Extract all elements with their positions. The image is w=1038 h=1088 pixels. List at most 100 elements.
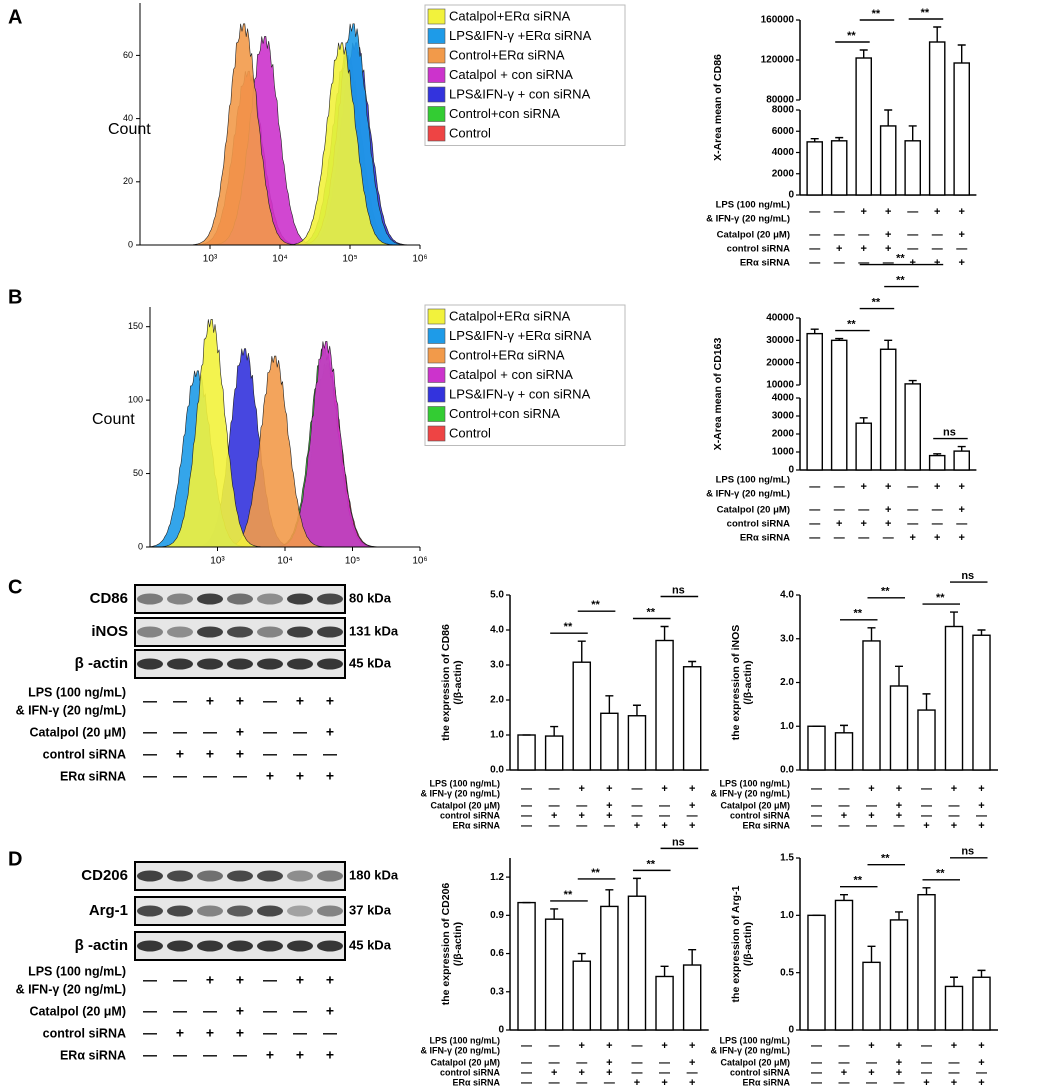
treatment-sign: — [811, 800, 822, 812]
treatment-label: LPS (100 ng/mL) [719, 778, 790, 788]
error-bar [895, 665, 903, 686]
treatment-sign: + [634, 820, 640, 832]
treatment-label: control siRNA [727, 244, 790, 255]
treatment-sign: + [326, 724, 334, 740]
treatment-sign: — [858, 229, 869, 241]
significance-label: ** [921, 7, 930, 19]
treatment-sign: — [143, 746, 157, 762]
treatment-sign: + [934, 481, 940, 493]
significance-label: ns [672, 836, 685, 848]
treatment-sign: — [173, 1047, 187, 1063]
blot-band [227, 626, 253, 638]
treatment-sign: + [661, 1040, 667, 1052]
error-bar [859, 417, 868, 424]
treatment-sign: — [521, 820, 532, 832]
treatment-sign: + [896, 783, 902, 795]
treatment-label: control siRNA [730, 1067, 791, 1077]
treatment-sign: + [266, 1047, 274, 1063]
treatment-sign: — [811, 1077, 822, 1088]
y-axis-label: X-Area mean of CD86 [712, 54, 724, 161]
blot-band [167, 870, 193, 882]
bar [806, 332, 823, 471]
treatment-sign: — [921, 783, 932, 795]
treatment-sign: + [923, 820, 929, 832]
treatment-sign: + [206, 972, 214, 988]
treatment-label: ERα siRNA [740, 533, 790, 544]
treatment-sign: — [203, 1003, 217, 1019]
error-bar [810, 137, 819, 142]
legend-label: LPS&IFN-γ +ERα siRNA [449, 28, 592, 43]
treatment-sign: — [293, 1003, 307, 1019]
treatment-sign: + [868, 810, 874, 822]
error-bar [688, 660, 697, 667]
treatment-sign: — [631, 810, 642, 822]
treatment-sign: — [143, 724, 157, 740]
significance-label: ns [961, 570, 974, 582]
treatment-sign: — [809, 243, 820, 255]
treatment-sign: — [839, 1057, 850, 1069]
panel-label: B [8, 286, 22, 308]
treatment-sign: — [866, 1057, 877, 1069]
treatment-sign: + [606, 783, 612, 795]
treatment-sign: — [576, 1077, 587, 1088]
bar [862, 961, 881, 1031]
y-tick-label: 0.9 [490, 910, 504, 921]
blot-size: 45 kDa [349, 937, 392, 952]
bar [917, 709, 936, 771]
y-tick-label: 4000 [772, 147, 795, 158]
blot-band [287, 626, 313, 638]
treatment-sign: — [659, 810, 670, 822]
error-bar [835, 337, 844, 341]
bar [953, 62, 970, 196]
error-bar [977, 969, 986, 978]
bar [682, 666, 702, 771]
error-bar [632, 704, 641, 716]
y-tick-label: 4.0 [780, 590, 794, 601]
treatment-sign: — [293, 724, 307, 740]
bar [928, 41, 946, 196]
treatment-sign: + [951, 783, 957, 795]
treatment-sign: — [932, 243, 943, 255]
treatment-sign: — [809, 257, 820, 269]
treatment-sign: + [978, 1057, 984, 1069]
treatment-sign: + [236, 693, 244, 709]
treatment-sign: — [949, 800, 960, 812]
treatment-sign: — [203, 768, 217, 784]
treatment-sign: + [689, 1040, 695, 1052]
treatment-sign: — [521, 800, 532, 812]
treatment-sign: — [858, 532, 869, 544]
treatment-sign: + [236, 972, 244, 988]
treatment-sign: + [836, 518, 842, 530]
error-bar [908, 379, 917, 384]
treatment-sign: + [326, 1047, 334, 1063]
blot-band [257, 870, 283, 882]
treatment-label: ERα siRNA [740, 258, 790, 269]
significance-label: ** [847, 30, 856, 42]
error-bar [867, 627, 876, 641]
treatment-sign: + [236, 746, 244, 762]
legend-box [424, 304, 626, 446]
y-tick-label: 8000 [772, 105, 795, 116]
significance-label: ** [853, 875, 862, 887]
blot-band [197, 658, 223, 670]
error-bar [835, 136, 844, 141]
significance-label: ** [881, 853, 890, 865]
blot-band [227, 870, 253, 882]
blot-band [197, 940, 223, 952]
treatment-sign: + [951, 820, 957, 832]
treatment-sign: + [868, 783, 874, 795]
blot-band [197, 905, 223, 917]
treatment-sign: — [858, 504, 869, 516]
treatment-sign: — [687, 1067, 698, 1079]
treatment-sign: — [263, 1003, 277, 1019]
treatment-label: & IFN-γ (20 ng/mL) [16, 982, 126, 996]
treatment-sign: — [811, 1057, 822, 1069]
treatment-sign: + [885, 206, 891, 218]
treatment-label: ERα siRNA [742, 820, 790, 830]
treatment-sign: + [958, 481, 964, 493]
treatment-sign: + [934, 532, 940, 544]
y-axis-label: the expression of CD86 [440, 624, 452, 741]
legend-swatch [427, 425, 446, 442]
bar [572, 960, 592, 1031]
treatment-label: ERα siRNA [452, 820, 500, 830]
